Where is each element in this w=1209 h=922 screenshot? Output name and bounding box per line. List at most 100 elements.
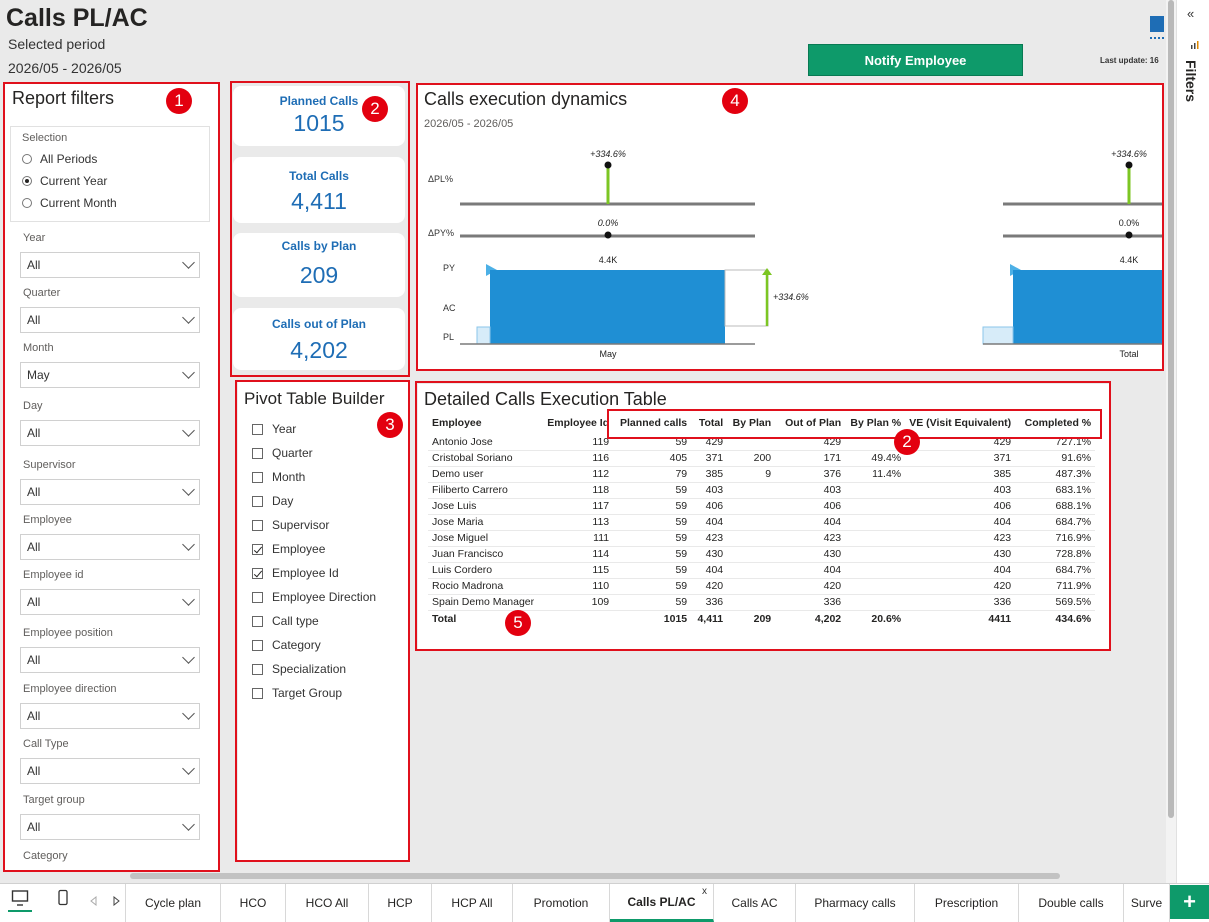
tab-scroll-right-icon[interactable]	[112, 896, 120, 906]
filter-dropdown[interactable]: All	[20, 307, 200, 333]
column-header[interactable]: VE (Visit Equivalent)	[909, 417, 1012, 429]
column-header[interactable]: Planned calls	[620, 417, 688, 429]
pivot-option[interactable]: Employee Direction	[252, 590, 376, 604]
page-tab[interactable]: Calls PL/AC	[610, 884, 714, 922]
pivot-option[interactable]: Year	[252, 422, 296, 436]
column-header[interactable]: By Plan %	[850, 417, 902, 429]
filter-dropdown[interactable]: All	[20, 252, 200, 278]
desktop-view-icon[interactable]	[11, 889, 29, 907]
table-row[interactable]: Juan Francisco 114 59 430 430 430 728.8%	[428, 546, 1096, 563]
radio-icon[interactable]	[22, 198, 32, 208]
pivot-option[interactable]: Category	[252, 638, 321, 652]
table-cell: 430	[905, 546, 1016, 563]
annotation-box-5	[415, 381, 1111, 651]
column-header[interactable]: Completed %	[1024, 417, 1092, 429]
pivot-option[interactable]: Specialization	[252, 662, 346, 676]
pivot-option[interactable]: Day	[252, 494, 293, 508]
pivot-option[interactable]: Employee	[252, 542, 325, 556]
notify-employee-button[interactable]: Notify Employee	[808, 44, 1023, 76]
horizontal-scroll-thumb[interactable]	[130, 873, 1060, 879]
checkbox-icon[interactable]	[252, 447, 263, 459]
radio-icon[interactable]	[22, 176, 32, 186]
checkbox-icon[interactable]	[252, 567, 263, 579]
checkbox-icon[interactable]	[252, 663, 263, 675]
table-row[interactable]: Demo user 112 79 385 9 376 11.4% 385 487.3%	[428, 466, 1096, 483]
filter-dropdown[interactable]: All	[20, 814, 200, 840]
table-row[interactable]: Cristobal Soriano 116 405 371 200 171 49.4% 371…	[428, 450, 1096, 467]
pivot-option-label: Quarter	[272, 446, 313, 460]
checkbox-icon[interactable]	[252, 687, 263, 699]
page-tab[interactable]: Double calls	[1019, 884, 1124, 922]
checkbox-icon[interactable]	[252, 543, 263, 555]
filter-dropdown[interactable]: All	[20, 420, 200, 446]
column-header[interactable]: By Plan	[732, 417, 772, 429]
table-row[interactable]: Luis Cordero 115 59 404 404 404 684.7%	[428, 562, 1096, 579]
pivot-option[interactable]: Supervisor	[252, 518, 329, 532]
pivot-option[interactable]: Call type	[252, 614, 319, 628]
selection-title: Selection	[22, 132, 68, 144]
checkbox-icon[interactable]	[252, 639, 263, 651]
filter-dropdown[interactable]: May	[20, 362, 200, 388]
table-row[interactable]: Jose Luis 117 59 406 406 406 688.1%	[428, 498, 1096, 515]
filter-dropdown[interactable]: All	[20, 534, 200, 560]
pivot-option[interactable]: Month	[252, 470, 305, 484]
checkbox-icon[interactable]	[252, 495, 263, 507]
table-row[interactable]: Rocio Madrona 110 59 420 420 420 711.9%	[428, 578, 1096, 595]
filter-dropdown[interactable]: All	[20, 703, 200, 729]
table-row[interactable]: Filiberto Carrero 118 59 403 403 403 683.1%	[428, 482, 1096, 499]
checkbox-icon[interactable]	[252, 471, 263, 483]
page-tab[interactable]: Promotion	[513, 884, 610, 922]
table-row[interactable]: Jose Maria 113 59 404 404 404 684.7%	[428, 514, 1096, 531]
pivot-option[interactable]: Quarter	[252, 446, 313, 460]
table-row[interactable]: Spain Demo Manager 109 59 336 336 336 569.5%	[428, 594, 1096, 611]
table-cell	[727, 498, 776, 515]
column-header[interactable]: Total	[698, 417, 724, 429]
selection-option[interactable]: All Periods	[22, 152, 97, 166]
checkbox-icon[interactable]	[252, 591, 263, 603]
page-tab[interactable]: Surve	[1124, 884, 1170, 922]
checkbox-icon[interactable]	[252, 615, 263, 627]
collapse-icon[interactable]: «	[1187, 6, 1195, 21]
page-tab[interactable]: HCO	[221, 884, 286, 922]
filter-dropdown[interactable]: All	[20, 589, 200, 615]
vertical-scroll-thumb[interactable]	[1168, 0, 1174, 818]
table-cell	[727, 530, 776, 547]
selection-option[interactable]: Current Year	[22, 174, 107, 188]
checkbox-icon[interactable]	[252, 423, 263, 435]
close-tab-icon[interactable]: x	[702, 886, 707, 897]
radio-icon[interactable]	[22, 154, 32, 164]
filter-dropdown[interactable]: All	[20, 647, 200, 673]
filter-dropdown[interactable]: All	[20, 758, 200, 784]
page-tab[interactable]: Cycle plan	[125, 884, 221, 922]
annotation-box-2	[230, 81, 410, 377]
table-cell: 114	[538, 546, 614, 563]
kpi-value: 1015	[293, 110, 345, 136]
page-tab[interactable]: Prescription	[915, 884, 1019, 922]
filter-dropdown[interactable]: All	[20, 479, 200, 505]
page-tab[interactable]: Calls AC	[714, 884, 796, 922]
mobile-view-icon[interactable]	[56, 889, 70, 907]
filter-dropdown-value: All	[27, 485, 41, 499]
page-tab[interactable]: Pharmacy calls	[796, 884, 915, 922]
table-cell: 59	[613, 514, 692, 531]
page-tab[interactable]: HCO All	[286, 884, 369, 922]
pivot-option[interactable]: Target Group	[252, 686, 342, 700]
table-row[interactable]: Jose Miguel 111 59 423 423 423 716.9%	[428, 530, 1096, 547]
column-header[interactable]: Employee	[432, 417, 482, 429]
row-label-pl: PL	[443, 332, 454, 342]
column-header[interactable]: Out of Plan	[785, 417, 842, 429]
table-cell: 336	[775, 594, 846, 611]
column-header[interactable]: Employee Id	[547, 417, 610, 429]
table-cell: 118	[538, 482, 614, 499]
tab-scroll-left-icon[interactable]	[90, 896, 98, 906]
page-tab[interactable]: HCP	[369, 884, 432, 922]
table-cell: Demo user	[428, 466, 539, 483]
pivot-option[interactable]: Employee Id	[252, 566, 339, 580]
page-tab[interactable]: HCP All	[432, 884, 513, 922]
table-cell	[727, 546, 776, 563]
add-page-button[interactable]: +	[1170, 885, 1209, 919]
filters-rail-label[interactable]: Filters	[1183, 60, 1199, 103]
filter-label: Category	[23, 850, 68, 862]
checkbox-icon[interactable]	[252, 519, 263, 531]
selection-option[interactable]: Current Month	[22, 196, 117, 210]
